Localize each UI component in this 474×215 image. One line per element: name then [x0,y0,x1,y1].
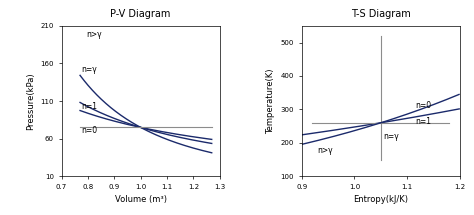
Text: n=γ: n=γ [383,132,399,141]
Text: n=1: n=1 [82,101,97,111]
Title: P-V Diagram: P-V Diagram [110,9,171,20]
Text: n>γ: n>γ [318,146,333,155]
Text: n>γ: n>γ [87,30,102,39]
Y-axis label: Temperature(K): Temperature(K) [266,68,275,134]
X-axis label: Entropy(kJ/K): Entropy(kJ/K) [353,195,408,204]
Text: n=γ: n=γ [82,65,97,74]
Y-axis label: Pressure(kPa): Pressure(kPa) [26,72,35,130]
Text: n=0: n=0 [415,101,431,110]
Title: T-S Diagram: T-S Diagram [351,9,410,20]
Text: n=0: n=0 [82,126,98,135]
Text: n=1: n=1 [415,117,431,126]
X-axis label: Volume (m³): Volume (m³) [115,195,167,204]
